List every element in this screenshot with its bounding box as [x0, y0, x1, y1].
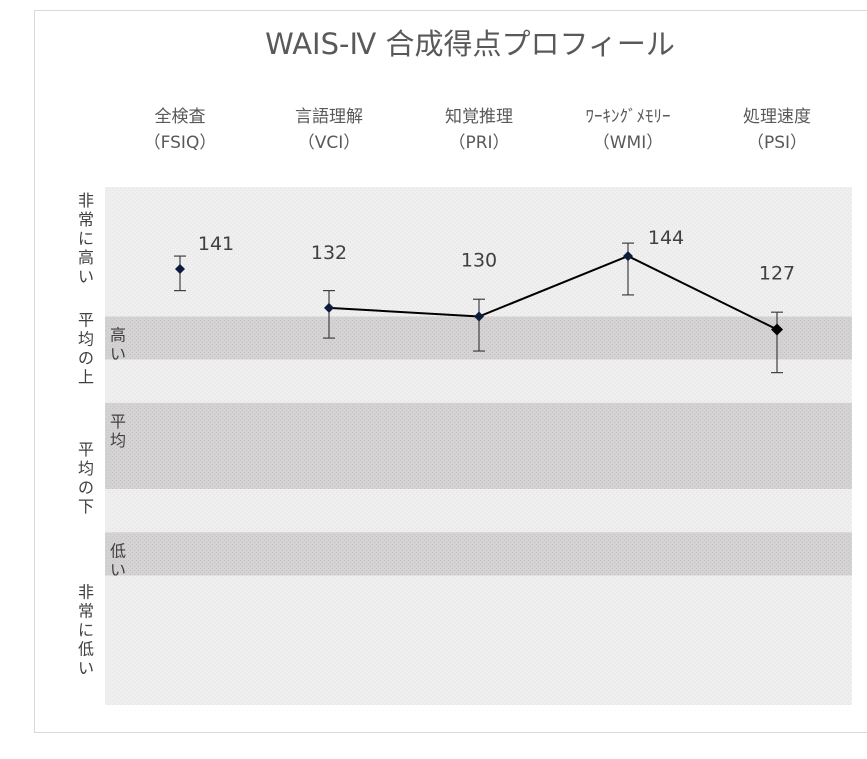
category-labels: 全検査 （FSIQ） 言語理解 （VCI） 知覚推理 （PRI） ﾜｰｷﾝｸﾞﾒﾓﾘｰ （WM…: [144, 107, 811, 153]
error-bar-1: [323, 290, 335, 339]
category-abbr-0: （FSIQ）: [144, 133, 217, 153]
band-label-5: 低い: [110, 541, 126, 579]
series-line: [328, 254, 778, 331]
data-label-3: 144: [648, 227, 684, 249]
category-abbr-2: （PRI）: [448, 133, 509, 153]
band-5: [105, 532, 852, 576]
series-layer: 141 132 130 144 127: [174, 227, 795, 374]
band-0: [105, 187, 852, 317]
category-name-3: ﾜｰｷﾝｸﾞﾒﾓﾘｰ: [586, 107, 671, 127]
band-4: [105, 489, 852, 533]
data-label-4: 127: [759, 262, 795, 284]
category-abbr-1: （VCI）: [298, 133, 361, 153]
data-point-4: [771, 323, 783, 336]
category-abbr-3: （WMI）: [593, 133, 664, 153]
category-name-4: 処理速度: [743, 107, 811, 127]
band-label-6: 非常に低い: [78, 583, 94, 678]
band-label-4: 平均の下: [78, 440, 94, 516]
data-label-0: 141: [198, 233, 234, 255]
band-label-0: 非常に高い: [78, 191, 94, 286]
band-label-2: 平均の上: [78, 311, 94, 387]
category-abbr-4: （PSI）: [747, 133, 807, 153]
error-bar-2: [473, 298, 485, 352]
data-point-2: [474, 311, 484, 322]
band-2: [105, 359, 852, 403]
band-3: [105, 402, 852, 490]
data-point-3: [623, 251, 633, 262]
band-label-3: 平均: [110, 412, 126, 450]
category-name-0: 全検査: [155, 107, 206, 127]
category-name-1: 言語理解: [295, 107, 363, 127]
chart-title: WAIS-Ⅳ 合成得点プロフィール: [265, 27, 675, 61]
error-bar-4: [771, 311, 783, 374]
data-label-2: 130: [461, 250, 497, 272]
band-label-1: 高い: [110, 326, 126, 364]
band-6: [105, 575, 852, 705]
category-name-2: 知覚推理: [445, 107, 513, 127]
data-label-1: 132: [311, 242, 347, 264]
data-point-1: [324, 302, 334, 313]
data-point-0: [175, 264, 185, 275]
